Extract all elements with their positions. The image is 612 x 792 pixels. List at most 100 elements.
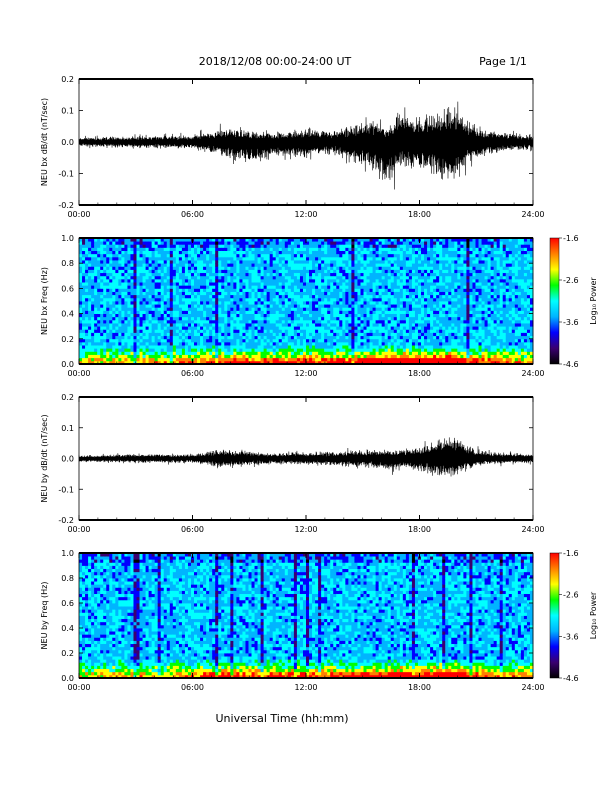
spectrogram-cell [309, 354, 313, 359]
spectrogram-cell [272, 263, 277, 267]
signal-trace [78, 101, 534, 190]
spectrogram-cell [318, 260, 322, 264]
spectrogram-cell [181, 313, 186, 318]
spectrogram-cell [136, 272, 140, 277]
spectrogram-cell [330, 301, 334, 305]
spectrogram-cell [242, 275, 246, 280]
spectrogram-cell [399, 269, 404, 274]
spectrogram-cell [215, 282, 219, 286]
spectrogram-cell [139, 304, 143, 308]
spectrogram-cell [451, 319, 455, 324]
spectrogram-cell [236, 297, 240, 302]
spectrogram-cell [260, 338, 265, 343]
spectrogram-cell [166, 266, 171, 270]
spectrogram-cell [115, 335, 119, 340]
spectrogram-cell [312, 323, 316, 327]
spectrogram-cell [227, 247, 231, 251]
spectrogram-cell [336, 278, 340, 283]
spectrogram-cell [169, 282, 174, 286]
spectrogram-cell [372, 335, 377, 340]
spectrogram-cell [103, 263, 107, 267]
spectrogram-cell [166, 250, 171, 255]
spectrogram-cell [112, 291, 116, 296]
spectrogram-cell [421, 282, 425, 286]
spectrogram-cell [375, 313, 380, 318]
spectrogram-cell [351, 335, 355, 340]
spectrogram-cell [88, 297, 92, 302]
spectrogram-cell [342, 351, 346, 355]
spectrogram-cell [275, 241, 280, 245]
spectrogram-cell [348, 291, 352, 296]
spectrogram-cell [194, 241, 198, 245]
spectrogram-cell [293, 345, 298, 349]
spectrogram-cell [127, 297, 131, 302]
spectrogram-cell [127, 360, 131, 365]
spectrogram-cell [309, 238, 313, 242]
spectrogram-cell [424, 266, 428, 270]
spectrogram-cell [402, 297, 407, 302]
spectrogram-cell [181, 244, 186, 248]
spectrogram-cell [109, 291, 113, 296]
spectrogram-cell [209, 323, 213, 327]
spectrogram-cell [357, 272, 361, 277]
spectrogram-cell [118, 256, 122, 261]
spectrogram-cell [260, 256, 265, 261]
spectrogram-cell [363, 319, 367, 324]
spectrogram-cell [269, 354, 274, 359]
spectrogram-cell [251, 335, 255, 340]
spectrogram-cell [194, 247, 198, 251]
spectrogram-cell [393, 357, 398, 362]
spectrogram-cell [115, 285, 119, 289]
spectrogram-cell [227, 341, 231, 346]
spectrogram-cell [351, 250, 355, 255]
spectrogram-cell [109, 313, 113, 318]
spectrogram-cell [206, 323, 210, 327]
spectrogram-cell [209, 285, 213, 289]
spectrogram-cell [142, 241, 146, 245]
spectrogram-cell [206, 351, 210, 355]
spectrogram-cell [242, 297, 246, 302]
spectrogram-cell [236, 313, 240, 318]
spectrogram-cell [194, 319, 198, 324]
spectrogram-cell [424, 275, 428, 280]
spectrogram-cell [336, 360, 340, 365]
spectrogram-cell [178, 357, 183, 362]
spectrogram-cell [306, 338, 310, 343]
spectrogram-cell [448, 354, 452, 359]
spectrogram-cell [378, 244, 383, 248]
spectrogram-cell [245, 357, 249, 362]
spectrogram-cell [148, 351, 153, 355]
spectrogram-cell [197, 247, 201, 251]
spectrogram-cell [194, 348, 198, 352]
spectrogram-cell [85, 272, 89, 277]
spectrogram-cell [139, 288, 143, 292]
spectrogram-cell [299, 241, 304, 245]
spectrogram-cell [227, 260, 231, 264]
spectrogram-cell [405, 332, 410, 337]
spectrogram-cell [375, 323, 380, 327]
spectrogram-cell [342, 341, 346, 346]
spectrogram-cell [127, 269, 131, 274]
spectrogram-cell [293, 297, 298, 302]
spectrogram-cell [175, 345, 180, 349]
spectrogram-cell [302, 332, 307, 337]
spectrogram-cell [100, 294, 104, 299]
spectrogram-cell [327, 329, 331, 333]
spectrogram-cell [127, 335, 131, 340]
spectrogram-cell [254, 272, 258, 277]
spectrogram-cell [121, 329, 125, 333]
spectrogram-cell [136, 338, 140, 343]
spectrogram-cell [299, 313, 304, 318]
spectrogram-cell [408, 288, 413, 292]
spectrogram-cell [281, 323, 286, 327]
spectrogram-cell [118, 288, 122, 292]
spectrogram-cell [257, 351, 261, 355]
spectrogram-cell [296, 345, 301, 349]
spectrogram-cell [130, 294, 134, 299]
spectrogram-cell [218, 316, 222, 321]
spectrogram-cell [357, 357, 361, 362]
spectrogram-cell [357, 313, 361, 318]
spectrogram-cell [284, 266, 289, 270]
spectrogram-cell [275, 275, 280, 280]
spectrogram-cell [451, 316, 455, 321]
